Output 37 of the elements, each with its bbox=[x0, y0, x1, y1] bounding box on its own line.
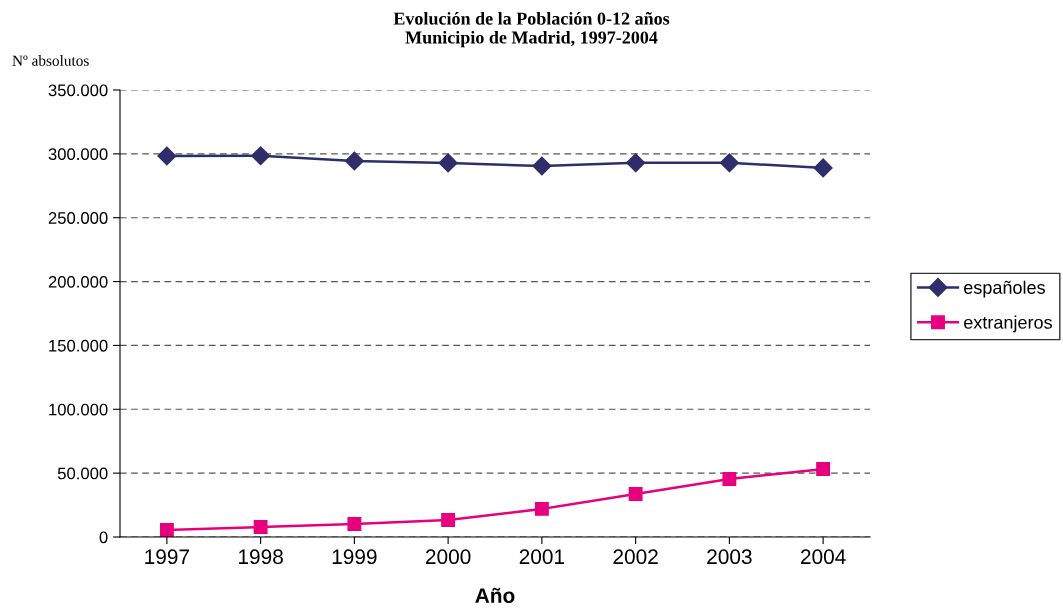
x-tick-label: 2003 bbox=[707, 549, 752, 565]
y-tick-label: 150.000 bbox=[49, 339, 108, 352]
x-tick-label: 2000 bbox=[426, 549, 471, 565]
point bbox=[534, 501, 549, 516]
point bbox=[816, 462, 831, 477]
point bbox=[251, 146, 271, 166]
point bbox=[628, 487, 643, 501]
point bbox=[626, 153, 646, 173]
point bbox=[344, 151, 364, 171]
point bbox=[438, 153, 458, 173]
y-tick-label: 100.000 bbox=[49, 403, 108, 416]
x-tick-label: 1998 bbox=[239, 549, 283, 565]
x-tick-label: 1999 bbox=[332, 549, 377, 565]
y-axis-title: Nº absolutos bbox=[12, 55, 89, 66]
point bbox=[159, 523, 174, 537]
point bbox=[441, 513, 456, 527]
x-tick-label: 2002 bbox=[613, 549, 658, 565]
point bbox=[722, 472, 737, 486]
point bbox=[532, 156, 552, 176]
legend-label: españoles bbox=[964, 280, 1045, 298]
point bbox=[253, 520, 268, 534]
chart-title: Evolución de la Población 0-12 años Municipio de Madrid, 1997-2004 bbox=[393, 11, 670, 48]
y-tick-label: 50.000 bbox=[57, 467, 108, 480]
y-tick-label: 300.000 bbox=[48, 148, 108, 161]
x-tick-label: 2004 bbox=[801, 549, 846, 565]
x-tick-label: 2001 bbox=[519, 549, 565, 565]
x-tick-label: 1997 bbox=[145, 549, 189, 565]
legend-label: extranjeros bbox=[964, 315, 1052, 333]
y-tick-label: 0 bbox=[99, 531, 108, 544]
y-tick-label: 200.000 bbox=[48, 275, 108, 288]
y-tick-label: 250.000 bbox=[48, 212, 108, 224]
y-tick-label: 350.000 bbox=[48, 84, 108, 97]
point bbox=[813, 158, 833, 178]
point bbox=[157, 146, 177, 166]
point bbox=[347, 517, 362, 531]
point bbox=[719, 153, 739, 173]
x-axis-title: Año bbox=[475, 587, 515, 603]
